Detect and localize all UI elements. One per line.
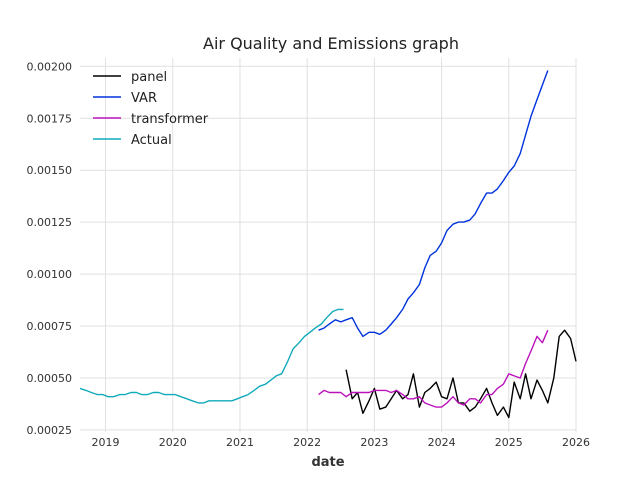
series-line-var: [318, 70, 549, 338]
y-tick-label: 0.00200: [27, 60, 73, 73]
series-lines: [79, 70, 577, 419]
x-tick-label: 2022: [293, 436, 321, 449]
series-line-actual: [79, 308, 344, 404]
series-line-transformer: [318, 329, 549, 408]
grid-lines: [80, 58, 577, 432]
y-tick-label: 0.00075: [27, 320, 73, 333]
y-tick-label: 0.00150: [27, 164, 73, 177]
y-tick-label: 0.00125: [27, 216, 73, 229]
legend-label-panel: panel: [131, 70, 167, 85]
y-tick-label: 0.00100: [27, 268, 73, 281]
x-tick-label: 2026: [562, 436, 590, 449]
legend-label-var: VAR: [131, 91, 157, 106]
chart-title: Air Quality and Emissions graph: [203, 34, 459, 53]
x-axis-ticks: 2019 2020 2021 2022 2023 2024 2025 2026: [92, 436, 590, 449]
x-tick-label: 2020: [159, 436, 187, 449]
x-tick-label: 2025: [495, 436, 523, 449]
x-tick-label: 2023: [360, 436, 388, 449]
legend: panel VAR transformer Actual: [93, 70, 209, 148]
y-axis-ticks: 0.00025 0.00050 0.00075 0.00100 0.00125 0.001…: [27, 60, 73, 437]
series-line-panel: [345, 329, 577, 419]
x-tick-label: 2019: [92, 436, 120, 449]
y-tick-label: 0.00050: [27, 372, 73, 385]
y-tick-label: 0.00025: [27, 424, 73, 437]
legend-label-transformer: transformer: [131, 112, 209, 127]
x-tick-label: 2024: [428, 436, 456, 449]
x-axis-label: date: [311, 455, 344, 470]
legend-label-actual: Actual: [131, 133, 172, 148]
y-tick-label: 0.00175: [27, 112, 73, 125]
x-tick-label: 2021: [226, 436, 254, 449]
